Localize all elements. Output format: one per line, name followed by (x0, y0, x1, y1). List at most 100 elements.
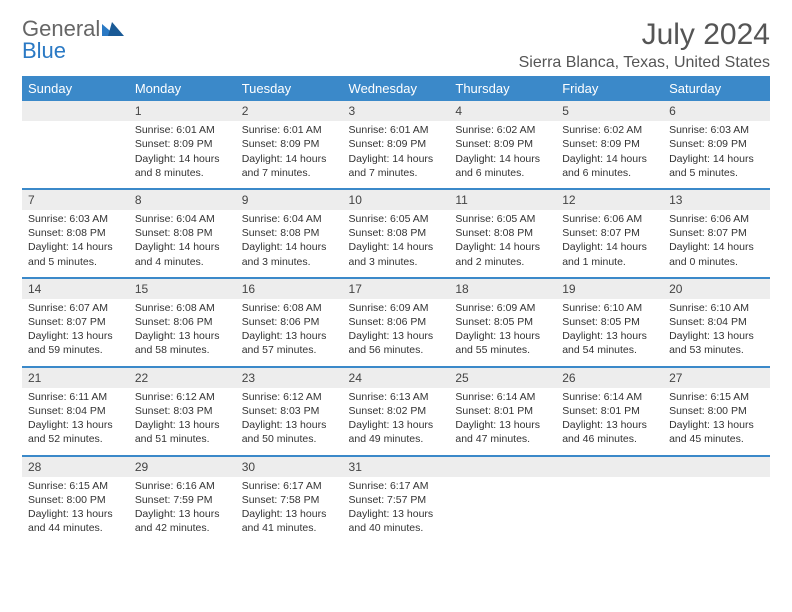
day-line: Daylight: 14 hours and 7 minutes. (349, 152, 444, 180)
logo-icon (102, 16, 124, 41)
day-line: Sunrise: 6:13 AM (349, 390, 444, 404)
calendar-week-row: 28Sunrise: 6:15 AMSunset: 8:00 PMDayligh… (22, 455, 770, 544)
day-line: Sunset: 8:03 PM (135, 404, 230, 418)
day-line: Sunset: 8:04 PM (28, 404, 123, 418)
day-line: Sunrise: 6:05 AM (349, 212, 444, 226)
day-number: 31 (343, 455, 450, 477)
weekday-header: Tuesday (236, 76, 343, 101)
calendar-day-cell (449, 455, 556, 544)
day-number: 30 (236, 455, 343, 477)
day-number (449, 455, 556, 477)
weekday-header: Sunday (22, 76, 129, 101)
day-body: Sunrise: 6:08 AMSunset: 8:06 PMDaylight:… (236, 299, 343, 366)
day-line: Daylight: 13 hours and 53 minutes. (669, 329, 764, 357)
day-number: 20 (663, 277, 770, 299)
day-body: Sunrise: 6:14 AMSunset: 8:01 PMDaylight:… (449, 388, 556, 455)
day-line: Sunset: 8:09 PM (455, 137, 550, 151)
calendar-day-cell: 6Sunrise: 6:03 AMSunset: 8:09 PMDaylight… (663, 101, 770, 188)
calendar-day-cell: 23Sunrise: 6:12 AMSunset: 8:03 PMDayligh… (236, 366, 343, 455)
day-line: Sunset: 8:09 PM (242, 137, 337, 151)
day-line: Sunset: 8:01 PM (562, 404, 657, 418)
calendar-day-cell: 27Sunrise: 6:15 AMSunset: 8:00 PMDayligh… (663, 366, 770, 455)
day-number: 27 (663, 366, 770, 388)
day-line: Daylight: 14 hours and 2 minutes. (455, 240, 550, 268)
day-number: 25 (449, 366, 556, 388)
day-body: Sunrise: 6:02 AMSunset: 8:09 PMDaylight:… (556, 121, 663, 188)
calendar-day-cell: 22Sunrise: 6:12 AMSunset: 8:03 PMDayligh… (129, 366, 236, 455)
day-line: Sunset: 8:05 PM (562, 315, 657, 329)
calendar-day-cell: 17 Sunrise: 6:09 AMSunset: 8:06 PMDayligh… (343, 277, 450, 366)
calendar-day-cell: 1Sunrise: 6:01 AMSunset: 8:09 PMDaylight… (129, 101, 236, 188)
day-line: Sunset: 8:09 PM (135, 137, 230, 151)
day-body: Sunrise: 6:04 AMSunset: 8:08 PMDaylight:… (236, 210, 343, 277)
day-number: 7 (22, 188, 129, 210)
day-number: 26 (556, 366, 663, 388)
day-body: Sunrise: 6:12 AMSunset: 8:03 PMDaylight:… (236, 388, 343, 455)
day-number: 6 (663, 101, 770, 121)
day-number: 2 (236, 101, 343, 121)
day-number: 12 (556, 188, 663, 210)
day-line: Sunset: 8:07 PM (562, 226, 657, 240)
calendar-day-cell: 13Sunrise: 6:06 AMSunset: 8:07 PMDayligh… (663, 188, 770, 277)
day-body: Sunrise: 6:09 AMSunset: 8:05 PMDaylight:… (449, 299, 556, 366)
day-line: Daylight: 13 hours and 58 minutes. (135, 329, 230, 357)
calendar-day-cell: 25Sunrise: 6:14 AMSunset: 8:01 PMDayligh… (449, 366, 556, 455)
day-line: Daylight: 13 hours and 40 minutes. (349, 507, 444, 535)
day-line: Daylight: 14 hours and 0 minutes. (669, 240, 764, 268)
calendar-week-row: 14Sunrise: 6:07 AMSunset: 8:07 PMDayligh… (22, 277, 770, 366)
day-line: Daylight: 14 hours and 6 minutes. (562, 152, 657, 180)
calendar-day-cell (663, 455, 770, 544)
day-number: 3 (343, 101, 450, 121)
calendar-day-cell: 14Sunrise: 6:07 AMSunset: 8:07 PMDayligh… (22, 277, 129, 366)
day-body (556, 477, 663, 535)
day-line: Sunset: 8:08 PM (349, 226, 444, 240)
calendar-header-row: SundayMondayTuesdayWednesdayThursdayFrid… (22, 76, 770, 101)
day-body (449, 477, 556, 535)
day-line: Sunset: 8:07 PM (28, 315, 123, 329)
day-body: Sunrise: 6:16 AMSunset: 7:59 PMDaylight:… (129, 477, 236, 544)
day-line: Daylight: 14 hours and 6 minutes. (455, 152, 550, 180)
calendar-day-cell: 29Sunrise: 6:16 AMSunset: 7:59 PMDayligh… (129, 455, 236, 544)
logo-text-blue: Blue (22, 38, 66, 63)
day-line: Sunrise: 6:14 AM (562, 390, 657, 404)
day-line: Sunset: 8:02 PM (349, 404, 444, 418)
calendar-day-cell: 16Sunrise: 6:08 AMSunset: 8:06 PMDayligh… (236, 277, 343, 366)
day-line: Daylight: 13 hours and 50 minutes. (242, 418, 337, 446)
calendar-day-cell: 8Sunrise: 6:04 AMSunset: 8:08 PMDaylight… (129, 188, 236, 277)
calendar-day-cell: 20Sunrise: 6:10 AMSunset: 8:04 PMDayligh… (663, 277, 770, 366)
day-number: 17 (343, 277, 450, 299)
day-line: Daylight: 13 hours and 42 minutes. (135, 507, 230, 535)
calendar-week-row: 1Sunrise: 6:01 AMSunset: 8:09 PMDaylight… (22, 101, 770, 188)
day-line: Daylight: 13 hours and 49 minutes. (349, 418, 444, 446)
day-line: Sunset: 8:08 PM (455, 226, 550, 240)
day-line: Sunset: 8:06 PM (349, 315, 444, 329)
weekday-header: Thursday (449, 76, 556, 101)
day-number (556, 455, 663, 477)
day-line: Daylight: 13 hours and 45 minutes. (669, 418, 764, 446)
day-body: Sunrise: 6:06 AMSunset: 8:07 PMDaylight:… (556, 210, 663, 277)
calendar-day-cell: 18Sunrise: 6:09 AMSunset: 8:05 PMDayligh… (449, 277, 556, 366)
day-line: Sunset: 7:57 PM (349, 493, 444, 507)
day-line: Daylight: 13 hours and 57 minutes. (242, 329, 337, 357)
calendar-day-cell: 30Sunrise: 6:17 AMSunset: 7:58 PMDayligh… (236, 455, 343, 544)
calendar-day-cell: 11Sunrise: 6:05 AMSunset: 8:08 PMDayligh… (449, 188, 556, 277)
day-line: Sunrise: 6:09 AM (349, 301, 444, 315)
day-body: Sunrise: 6:12 AMSunset: 8:03 PMDaylight:… (129, 388, 236, 455)
day-body: Sunrise: 6:17 AMSunset: 7:57 PMDaylight:… (343, 477, 450, 544)
day-line: Sunset: 8:09 PM (562, 137, 657, 151)
day-body: Sunrise: 6:08 AMSunset: 8:06 PMDaylight:… (129, 299, 236, 366)
weekday-header: Friday (556, 76, 663, 101)
day-body: Sunrise: 6:03 AMSunset: 8:08 PMDaylight:… (22, 210, 129, 277)
day-line: Sunrise: 6:15 AM (28, 479, 123, 493)
day-line: Sunrise: 6:01 AM (242, 123, 337, 137)
day-line: Sunrise: 6:03 AM (28, 212, 123, 226)
day-line: Sunset: 8:07 PM (669, 226, 764, 240)
day-line: Sunset: 8:08 PM (28, 226, 123, 240)
day-line: Sunrise: 6:17 AM (349, 479, 444, 493)
day-line: Daylight: 13 hours and 52 minutes. (28, 418, 123, 446)
day-line: Sunrise: 6:03 AM (669, 123, 764, 137)
day-line: Daylight: 13 hours and 56 minutes. (349, 329, 444, 357)
logo: General Blue (22, 18, 124, 62)
day-number: 28 (22, 455, 129, 477)
day-body: Sunrise: 6:10 AMSunset: 8:04 PMDaylight:… (663, 299, 770, 366)
